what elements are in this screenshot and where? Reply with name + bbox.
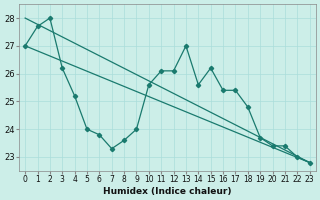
X-axis label: Humidex (Indice chaleur): Humidex (Indice chaleur) <box>103 187 232 196</box>
